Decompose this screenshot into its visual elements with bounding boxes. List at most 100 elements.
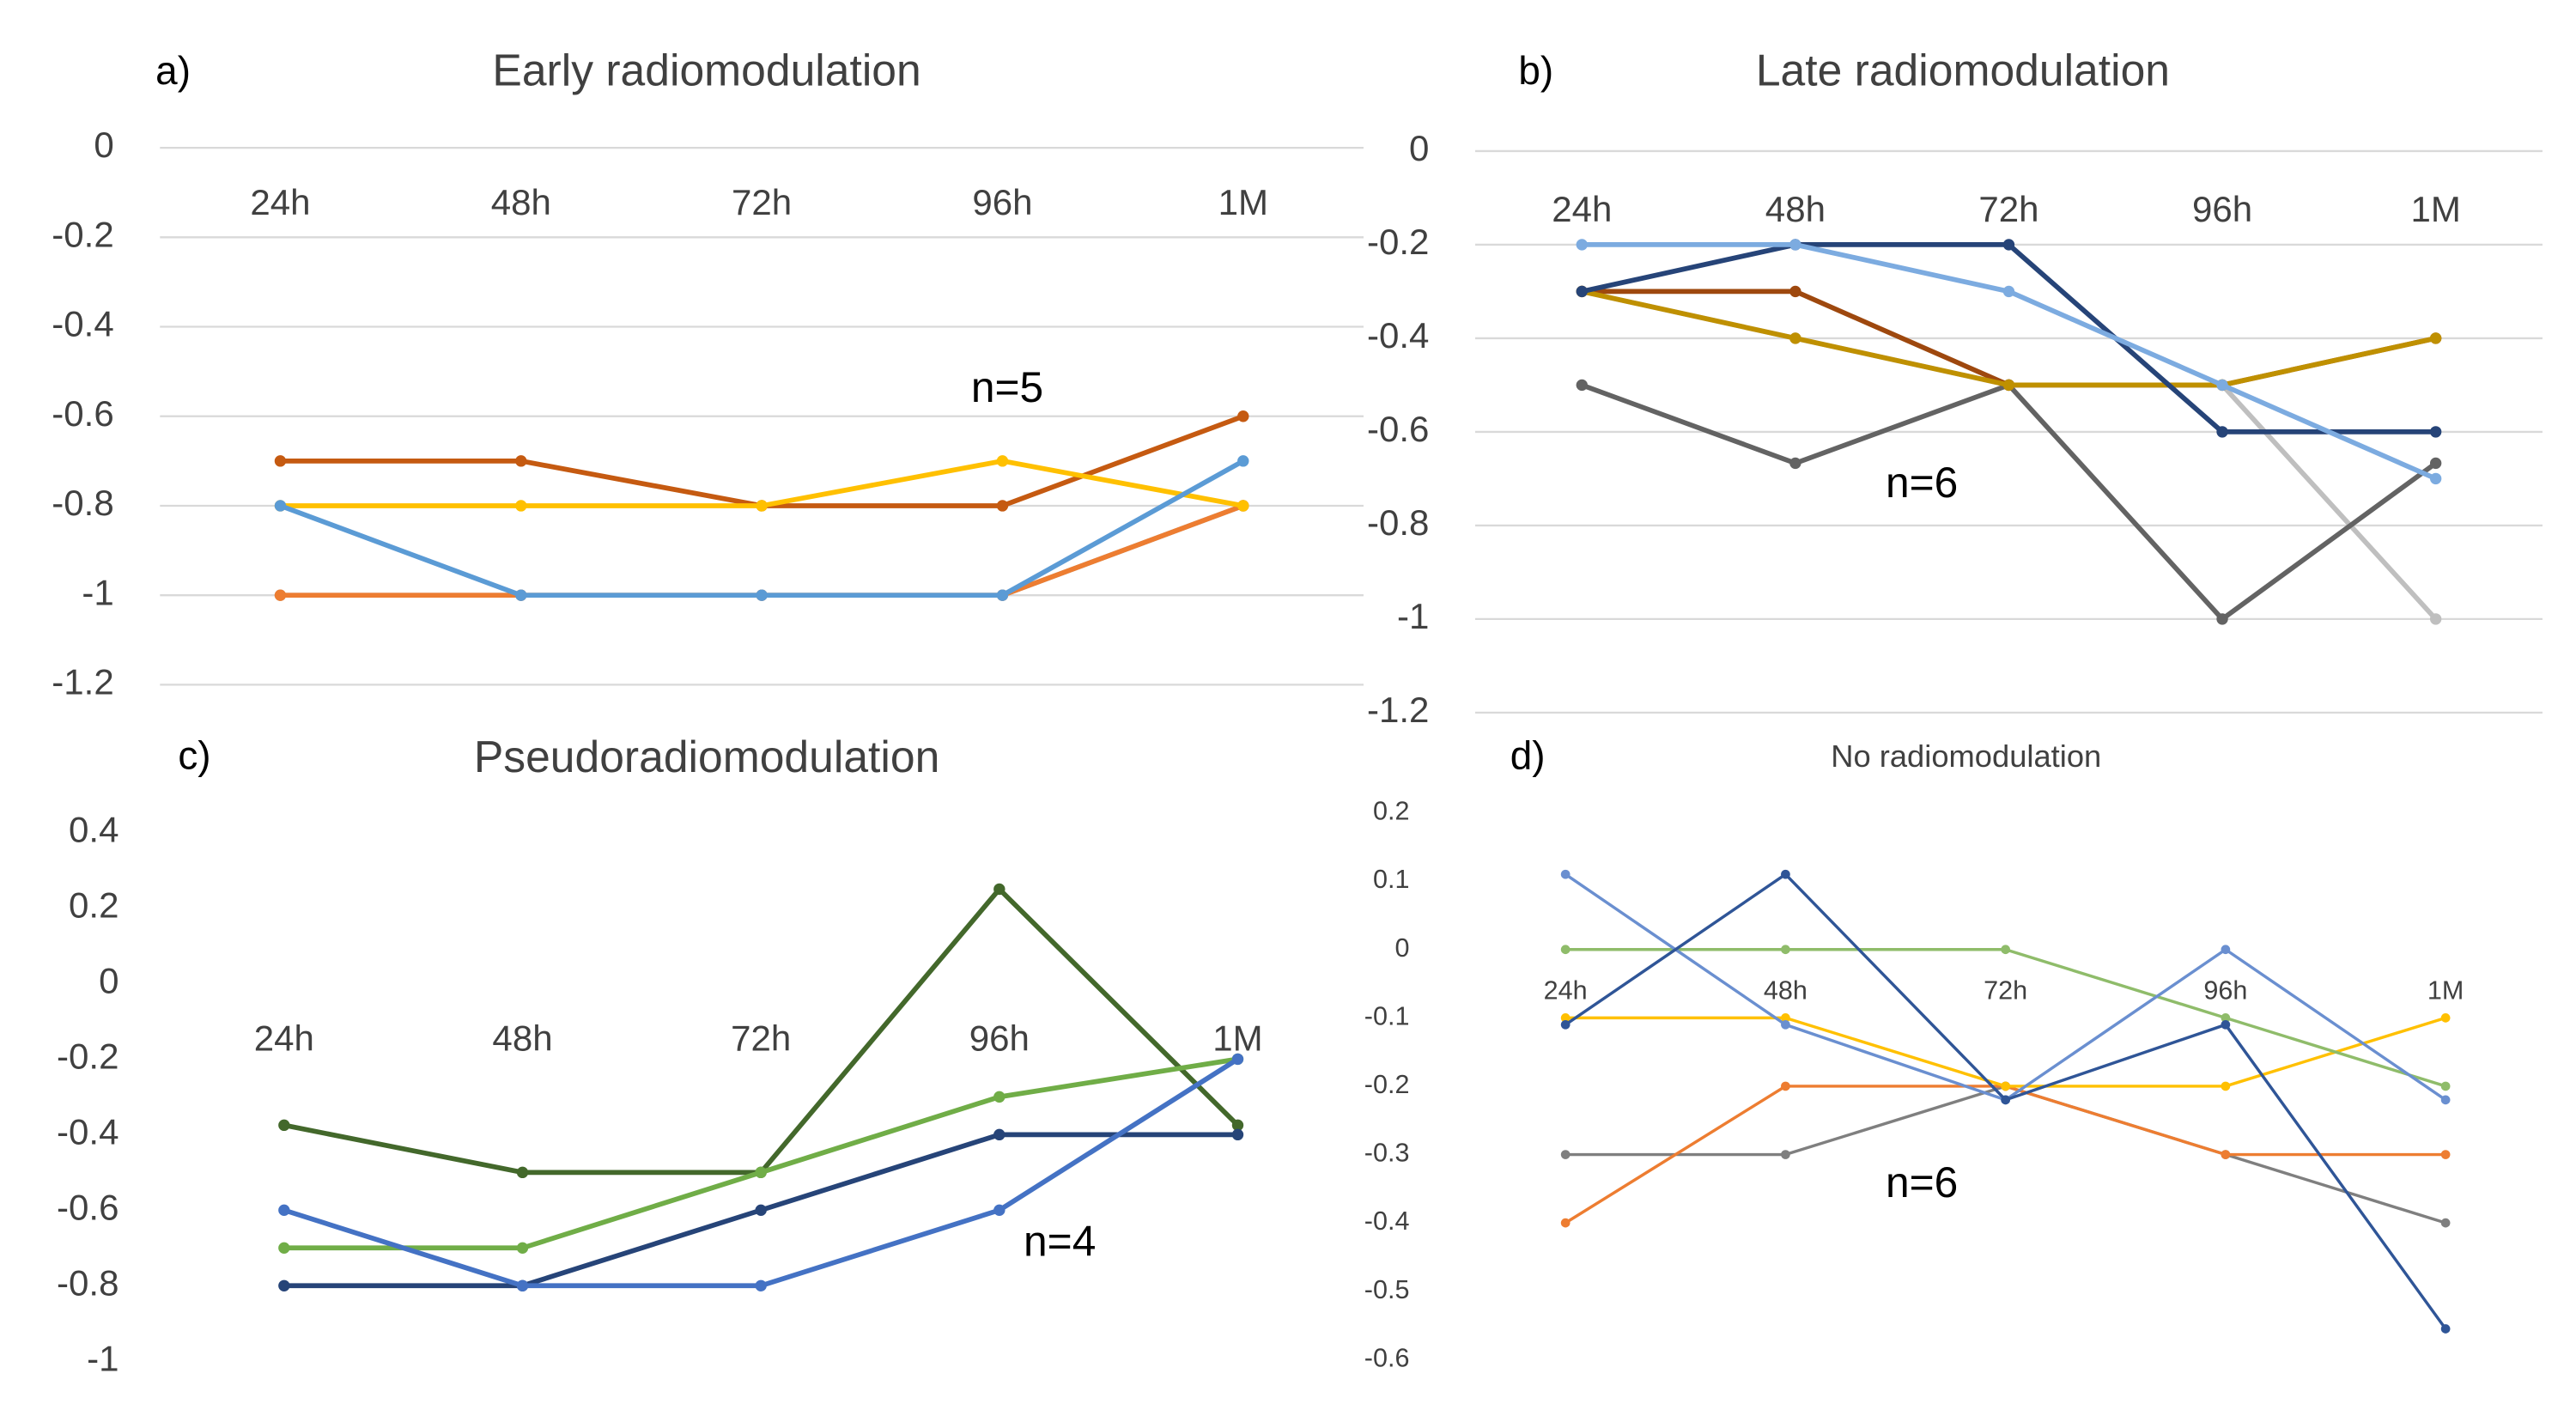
data-point — [1781, 1081, 1790, 1091]
data-point — [1789, 285, 1801, 298]
data-point — [993, 1128, 1005, 1141]
data-point — [2429, 457, 2442, 470]
y-tick-label: -0.4 — [1364, 1206, 1410, 1236]
data-point — [2429, 613, 2442, 625]
data-point — [1781, 945, 1790, 955]
data-point — [993, 883, 1005, 896]
data-point — [2440, 1218, 2451, 1228]
data-point — [516, 1279, 529, 1291]
data-point — [274, 589, 287, 601]
data-point — [1576, 285, 1588, 298]
y-tick-label: 0 — [99, 961, 118, 1001]
data-point — [2221, 1012, 2231, 1023]
data-point — [1560, 1150, 1571, 1159]
annotation: n=6 — [1886, 459, 1958, 507]
x-tick-label: 72h — [731, 1018, 791, 1058]
data-point — [2002, 239, 2015, 251]
annotation: n=5 — [971, 363, 1043, 411]
y-tick-label: -0.8 — [1367, 502, 1429, 543]
y-tick-label: -1 — [82, 572, 113, 612]
data-point — [996, 455, 1009, 467]
y-tick-label: -0.4 — [1367, 315, 1429, 356]
data-point — [1781, 1150, 1790, 1159]
data-point — [2440, 1095, 2451, 1105]
data-point — [274, 455, 287, 467]
y-tick-label: -1.2 — [1367, 690, 1429, 730]
y-tick-label: -1.2 — [52, 662, 113, 702]
chart-title: Late radiomodulation — [1756, 46, 2170, 95]
x-tick-label: 72h — [732, 182, 792, 222]
data-point — [2002, 379, 2015, 392]
y-tick-label: -0.6 — [1367, 409, 1429, 449]
x-tick-label: 96h — [2203, 976, 2247, 1006]
x-tick-label: 72h — [1984, 976, 2027, 1006]
y-tick-label: -0.1 — [1364, 1001, 1410, 1030]
annotation: n=6 — [1886, 1158, 1958, 1206]
data-point — [1231, 1053, 1244, 1066]
y-tick-label: -0.8 — [52, 483, 113, 523]
data-point — [1237, 500, 1249, 512]
data-point — [755, 1204, 767, 1217]
chart-title: Pseudoradiomodulation — [474, 732, 939, 781]
y-tick-label: -1 — [1397, 596, 1429, 636]
data-point — [2221, 1150, 2231, 1159]
x-tick-label: 24h — [1544, 976, 1588, 1006]
data-point — [515, 589, 527, 601]
panel-label: d) — [1510, 733, 1546, 778]
data-point — [1789, 332, 1801, 344]
y-tick-label: 0.2 — [1373, 797, 1410, 826]
y-tick-label: -0.5 — [1364, 1275, 1410, 1304]
data-point — [993, 1091, 1005, 1103]
y-tick-label: -0.6 — [57, 1187, 118, 1227]
data-point — [516, 1242, 529, 1254]
y-tick-label: 0 — [1409, 128, 1429, 168]
y-tick-label: -0.2 — [1367, 222, 1429, 262]
data-point — [2221, 1019, 2231, 1030]
data-point — [2429, 332, 2442, 344]
data-point — [2429, 426, 2442, 438]
x-tick-label: 1M — [2410, 189, 2460, 229]
y-tick-label: -0.6 — [1364, 1343, 1410, 1372]
y-tick-label: -0.2 — [57, 1036, 118, 1077]
x-tick-label: 48h — [492, 1018, 552, 1058]
data-point — [1781, 869, 1790, 879]
y-tick-label: -0.3 — [1364, 1139, 1410, 1168]
data-point — [756, 500, 768, 512]
data-point — [1237, 410, 1249, 422]
panel-label: a) — [155, 48, 191, 93]
data-point — [1231, 1128, 1244, 1141]
y-tick-label: 0 — [1394, 933, 1409, 963]
series-line — [1581, 289, 2438, 621]
data-point — [755, 1166, 767, 1179]
x-tick-label: 1M — [2427, 976, 2464, 1006]
series-line — [1565, 1016, 2446, 1088]
y-tick-label: -1 — [87, 1338, 118, 1378]
data-point — [756, 589, 768, 601]
data-point — [278, 1242, 290, 1254]
y-tick-label: -0.8 — [57, 1262, 118, 1303]
data-point — [1560, 1218, 1571, 1228]
y-tick-label: -0.2 — [52, 214, 113, 254]
data-point — [2216, 613, 2228, 625]
y-tick-label: -0.4 — [52, 304, 113, 344]
data-point — [274, 500, 287, 512]
data-point — [2001, 1095, 2011, 1105]
data-point — [2002, 285, 2015, 298]
chart-title: Early radiomodulation — [492, 46, 920, 95]
data-point — [1781, 1019, 1790, 1030]
x-tick-label: 1M — [1212, 1018, 1262, 1058]
y-tick-label: 0.4 — [69, 810, 118, 850]
x-tick-label: 96h — [972, 182, 1032, 222]
data-point — [1789, 457, 1801, 470]
series-line — [280, 503, 1244, 599]
y-tick-label: -0.6 — [52, 393, 113, 434]
x-tick-label: 96h — [969, 1018, 1030, 1058]
x-tick-label: 48h — [1764, 976, 1807, 1006]
data-point — [2216, 426, 2228, 438]
data-point — [993, 1204, 1005, 1217]
panel-label: b) — [1518, 48, 1553, 93]
data-point — [996, 589, 1009, 601]
series-line — [280, 503, 1244, 599]
data-point — [996, 500, 1009, 512]
